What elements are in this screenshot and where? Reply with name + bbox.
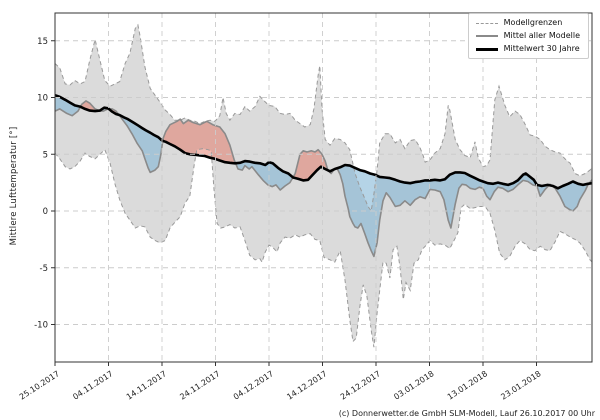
- y-axis-label: Mittlere Lufttemperatur [°]: [9, 126, 19, 246]
- legend-label: Modellgrenzen: [503, 18, 563, 27]
- y-tick-label: 0: [43, 207, 48, 217]
- y-tick-label: -5: [40, 264, 48, 274]
- x-axis: 25.10.2017 04.11.2017 14.11.2017 24.11.2017…: [18, 362, 543, 402]
- y-tick-label: 10: [37, 94, 48, 104]
- plot-area: [55, 23, 592, 348]
- legend-label: Mittel aller Modelle: [503, 31, 580, 40]
- y-axis: 15 10 5 0 -5 -10: [34, 37, 55, 331]
- legend-item-30y-mean: Mittelwert 30 Jahre: [475, 44, 580, 54]
- x-tick-label: 24.12.2017: [339, 369, 382, 401]
- legend-item-model-bounds: Modellgrenzen: [475, 18, 580, 28]
- legend-label: Mittelwert 30 Jahre: [503, 44, 580, 53]
- x-tick-label: 23.01.2018: [499, 369, 542, 401]
- x-tick-label: 14.11.2017: [125, 369, 168, 401]
- black-line-icon: [475, 47, 498, 51]
- x-tick-label: 25.10.2017: [18, 369, 61, 401]
- y-tick-label: 5: [43, 150, 48, 160]
- legend-item-model-mean: Mittel aller Modelle: [475, 31, 580, 41]
- x-tick-label: 04.12.2017: [232, 369, 275, 401]
- x-tick-label: 14.12.2017: [285, 369, 328, 401]
- x-tick-label: 03.01.2018: [392, 369, 435, 401]
- y-tick-label: -10: [34, 321, 48, 331]
- model-upper-bound-line: [55, 23, 592, 213]
- model-lower-bound-line: [55, 148, 592, 348]
- model-range-band: [55, 24, 592, 348]
- gray-line-icon: [475, 35, 498, 37]
- plot-border: [54, 12, 593, 363]
- x-tick-label: 24.11.2017: [178, 369, 221, 401]
- dashed-line-icon: [475, 22, 498, 24]
- mean-30-years-line: [55, 93, 592, 190]
- copyright-credit: (c) Donnerwetter.de GmbH SLM-Modell, Lau…: [338, 409, 595, 418]
- x-tick-label: 13.01.2018: [446, 369, 489, 401]
- y-tick-label: 15: [37, 37, 48, 47]
- chart-legend: Modellgrenzen Mittel aller Modelle Mitte…: [467, 13, 589, 59]
- x-tick-label: 04.11.2017: [71, 369, 114, 401]
